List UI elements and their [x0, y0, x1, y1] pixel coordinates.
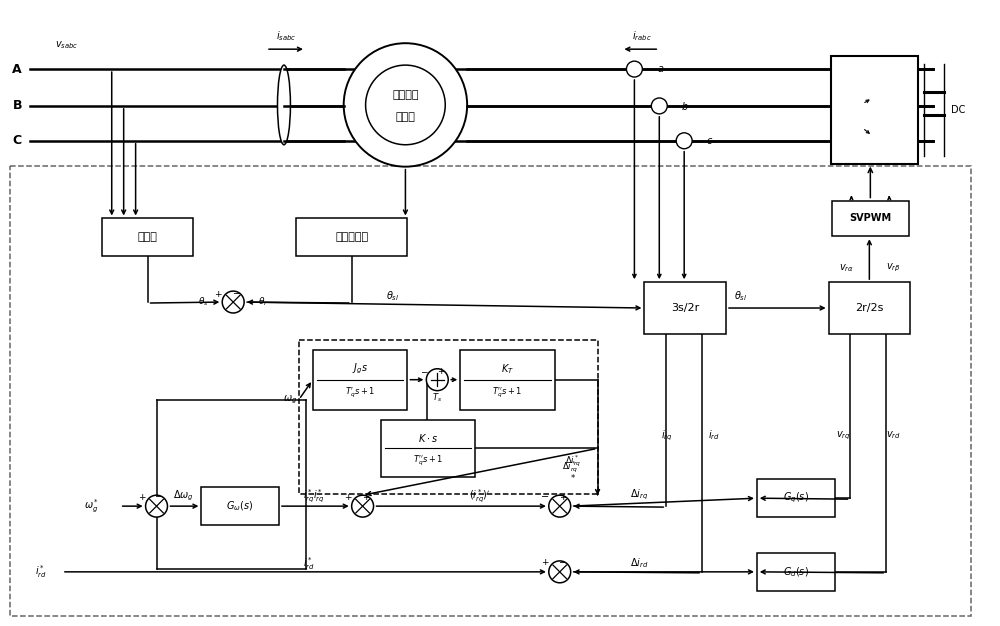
Bar	[296, 218, 407, 256]
Bar	[829, 282, 910, 334]
Text: $K_T$: $K_T$	[501, 362, 514, 376]
Circle shape	[344, 43, 467, 167]
Text: $\theta_{sl}$: $\theta_{sl}$	[386, 289, 399, 303]
Text: $J_g s$: $J_g s$	[352, 362, 368, 376]
Circle shape	[352, 495, 374, 517]
Text: $\Delta i_{rq}^*$: $\Delta i_{rq}^*$	[565, 454, 581, 469]
Text: 锁相环: 锁相环	[138, 232, 158, 242]
Text: A: A	[12, 63, 22, 76]
Text: $\omega_g^*$: $\omega_g^*$	[84, 498, 99, 515]
Text: $c$: $c$	[706, 136, 714, 146]
Text: $T_q^{\prime\prime}s+1$: $T_q^{\prime\prime}s+1$	[413, 454, 443, 468]
Text: +: +	[215, 290, 222, 299]
Bar	[644, 282, 726, 334]
Text: C: C	[13, 134, 22, 147]
Bar	[757, 480, 835, 517]
Text: −: −	[233, 289, 241, 299]
Text: $\Delta i_{rq}$: $\Delta i_{rq}$	[630, 488, 648, 503]
Text: $i_{sabc}$: $i_{sabc}$	[276, 29, 296, 43]
Text: $\theta_s$: $\theta_s$	[198, 296, 209, 308]
Text: $G_{\omega}(s)$: $G_{\omega}(s)$	[226, 500, 254, 513]
Circle shape	[146, 495, 167, 517]
Text: B: B	[12, 100, 22, 113]
Bar	[102, 218, 193, 256]
Bar	[757, 553, 835, 591]
Text: $v_{r\alpha}$: $v_{r\alpha}$	[839, 262, 854, 274]
Text: $\Delta i_{rq}^*$: $\Delta i_{rq}^*$	[562, 459, 578, 475]
Text: −: −	[541, 492, 549, 502]
Bar	[299, 340, 598, 494]
Text: 双馈风力: 双馈风力	[392, 90, 419, 100]
Text: $(i_{rq}^*)^{\prime}$: $(i_{rq}^*)^{\prime}$	[469, 488, 491, 505]
Text: DC: DC	[951, 105, 965, 115]
Text: −: −	[155, 492, 164, 502]
Bar	[10, 166, 971, 615]
Text: $i_{rq}^*$: $i_{rq}^*$	[313, 488, 325, 505]
Text: −: −	[420, 367, 427, 376]
Text: $v_{r\beta}$: $v_{r\beta}$	[886, 262, 901, 274]
Text: $G_q(s)$: $G_q(s)$	[783, 491, 809, 505]
Text: $i_{rq}^*$: $i_{rq}^*$	[303, 488, 315, 505]
Circle shape	[651, 98, 667, 114]
Text: $G_d(s)$: $G_d(s)$	[783, 565, 809, 578]
Circle shape	[549, 495, 571, 517]
Text: $T_q^{\prime}s+1$: $T_q^{\prime}s+1$	[345, 386, 375, 400]
Ellipse shape	[277, 65, 290, 145]
Text: $T_q^{\prime\prime}s+1$: $T_q^{\prime\prime}s+1$	[492, 386, 523, 400]
Text: 发电机: 发电机	[395, 112, 415, 122]
Bar	[832, 200, 909, 237]
Bar	[831, 56, 918, 163]
Text: *: *	[571, 474, 575, 483]
Text: SVPWM: SVPWM	[849, 213, 891, 223]
Bar	[313, 350, 407, 409]
Bar	[381, 419, 475, 477]
Text: $v_{sabc}$: $v_{sabc}$	[55, 39, 79, 51]
Text: $v_{rd}$: $v_{rd}$	[886, 429, 901, 441]
Bar	[201, 487, 279, 525]
Text: $b$: $b$	[681, 100, 689, 112]
Text: $\Delta\omega_g$: $\Delta\omega_g$	[173, 489, 194, 503]
Text: $i_{rabc}$: $i_{rabc}$	[632, 29, 651, 43]
Text: 光电编码器: 光电编码器	[335, 232, 368, 242]
Circle shape	[366, 65, 445, 145]
Text: $\Delta i_{rd}$: $\Delta i_{rd}$	[630, 556, 649, 570]
Text: $\theta_{sl}$: $\theta_{sl}$	[734, 289, 748, 303]
Text: +: +	[362, 493, 369, 501]
Text: +: +	[559, 493, 566, 501]
Circle shape	[676, 133, 692, 149]
Text: $i_{rd}^*$: $i_{rd}^*$	[35, 563, 47, 580]
Text: $K\cdot s$: $K\cdot s$	[418, 432, 438, 444]
Text: $i_{rd}^*$: $i_{rd}^*$	[303, 555, 315, 572]
Text: +: +	[138, 493, 145, 501]
Text: +: +	[344, 493, 351, 501]
Text: +: +	[541, 558, 549, 567]
Text: $a$: $a$	[657, 64, 664, 74]
Bar	[460, 350, 555, 409]
Circle shape	[222, 291, 244, 313]
Text: $T_s$: $T_s$	[432, 391, 442, 404]
Text: 2r/2s: 2r/2s	[855, 303, 884, 313]
Text: $\theta_r$: $\theta_r$	[258, 296, 268, 308]
Circle shape	[426, 369, 448, 391]
Text: −: −	[559, 558, 567, 568]
Circle shape	[549, 561, 571, 583]
Text: $i_{rd}$: $i_{rd}$	[708, 429, 720, 443]
Text: $v_{rq}$: $v_{rq}$	[836, 429, 851, 442]
Text: 3s/2r: 3s/2r	[671, 303, 699, 313]
Text: +: +	[438, 367, 445, 376]
Text: $i_{rq}$: $i_{rq}$	[661, 428, 673, 443]
Text: $\omega_g$: $\omega_g$	[283, 393, 297, 406]
Circle shape	[626, 61, 642, 77]
